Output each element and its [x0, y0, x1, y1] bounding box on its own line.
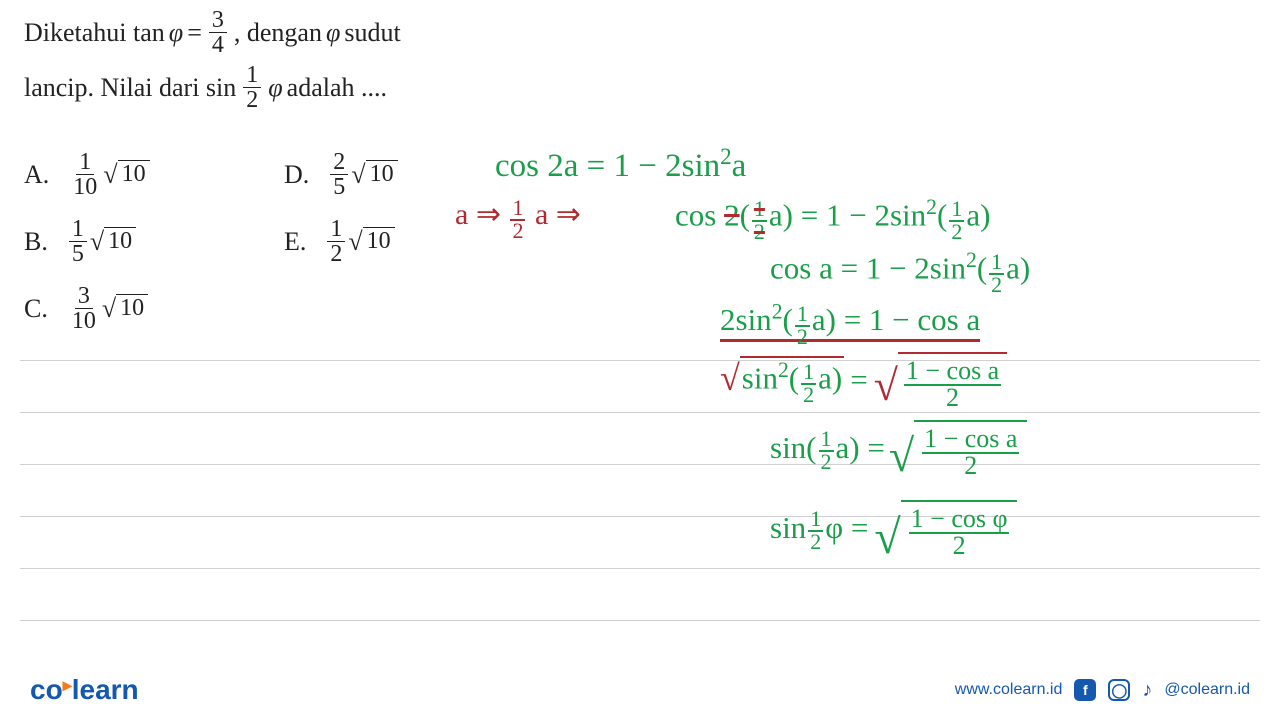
- facebook-icon: f: [1074, 679, 1096, 701]
- hw-line-6: sin(12a) = √ 1 − cos a 2: [770, 420, 1027, 475]
- q1-post: , dengan: [234, 12, 322, 54]
- sqrt-icon: √10: [351, 160, 397, 190]
- q1-end: sudut: [344, 12, 400, 54]
- footer-right: www.colearn.id f ◯ ♪ @colearn.id: [955, 679, 1250, 702]
- sqrt-icon: √10: [90, 227, 136, 257]
- sqrt-icon: √10: [102, 294, 148, 324]
- colearn-logo: co▸learn: [30, 674, 139, 706]
- hw-line-2-green: cos 2(12a) = 1 − 2sin2(12a): [675, 195, 990, 240]
- hw-line-3: cos a = 1 − 2sin2(12a): [770, 248, 1030, 293]
- footer-url: www.colearn.id: [955, 681, 1063, 699]
- phi-symbol-3: φ: [268, 67, 282, 109]
- q1-eq: =: [187, 12, 202, 54]
- choice-C: C. 3 10 √10: [24, 284, 284, 333]
- question-line-1: Diketahui tan φ = 3 4 , dengan φ sudut: [24, 8, 401, 57]
- footer: co▸learn www.colearn.id f ◯ ♪ @colearn.i…: [0, 674, 1280, 706]
- question-block: Diketahui tan φ = 3 4 , dengan φ sudut l…: [24, 8, 401, 118]
- question-line-2: lancip. Nilai dari sin 1 2 φ adalah ....: [24, 63, 401, 112]
- q1-pre: Diketahui tan: [24, 12, 165, 54]
- choice-B: B. 1 5 √10: [24, 217, 284, 266]
- phi-symbol: φ: [169, 12, 183, 54]
- choices-block: A. 1 10 √10 D. 2 5 √10: [24, 150, 544, 351]
- fraction-1-2: 1 2: [243, 63, 261, 112]
- q2-pre: lancip. Nilai dari sin: [24, 67, 236, 109]
- hw-line-1: cos 2a = 1 − 2sin2a: [495, 143, 746, 185]
- fraction-3-4: 3 4: [209, 8, 227, 57]
- footer-handle: @colearn.id: [1164, 681, 1250, 699]
- hw-line-2-red: a ⇒ 12 a ⇒: [455, 195, 581, 239]
- hw-line-7: sin12φ = √ 1 − cos φ 2: [770, 500, 1017, 555]
- sqrt-icon: √10: [348, 227, 394, 257]
- hw-line-5: √ sin2(12a) = √ 1 − cos a 2: [720, 352, 1007, 407]
- hw-line-4: 2sin2(12a) = 1 − cos a: [720, 300, 980, 345]
- ruled-lines: [20, 360, 1260, 660]
- sqrt-icon: √10: [103, 160, 149, 190]
- q2-post: adalah ....: [287, 67, 387, 109]
- phi-symbol-2: φ: [326, 12, 340, 54]
- tiktok-icon: ♪: [1142, 679, 1152, 702]
- instagram-icon: ◯: [1108, 679, 1130, 701]
- page-content: Diketahui tan φ = 3 4 , dengan φ sudut l…: [0, 0, 1280, 720]
- choice-A: A. 1 10 √10: [24, 150, 284, 199]
